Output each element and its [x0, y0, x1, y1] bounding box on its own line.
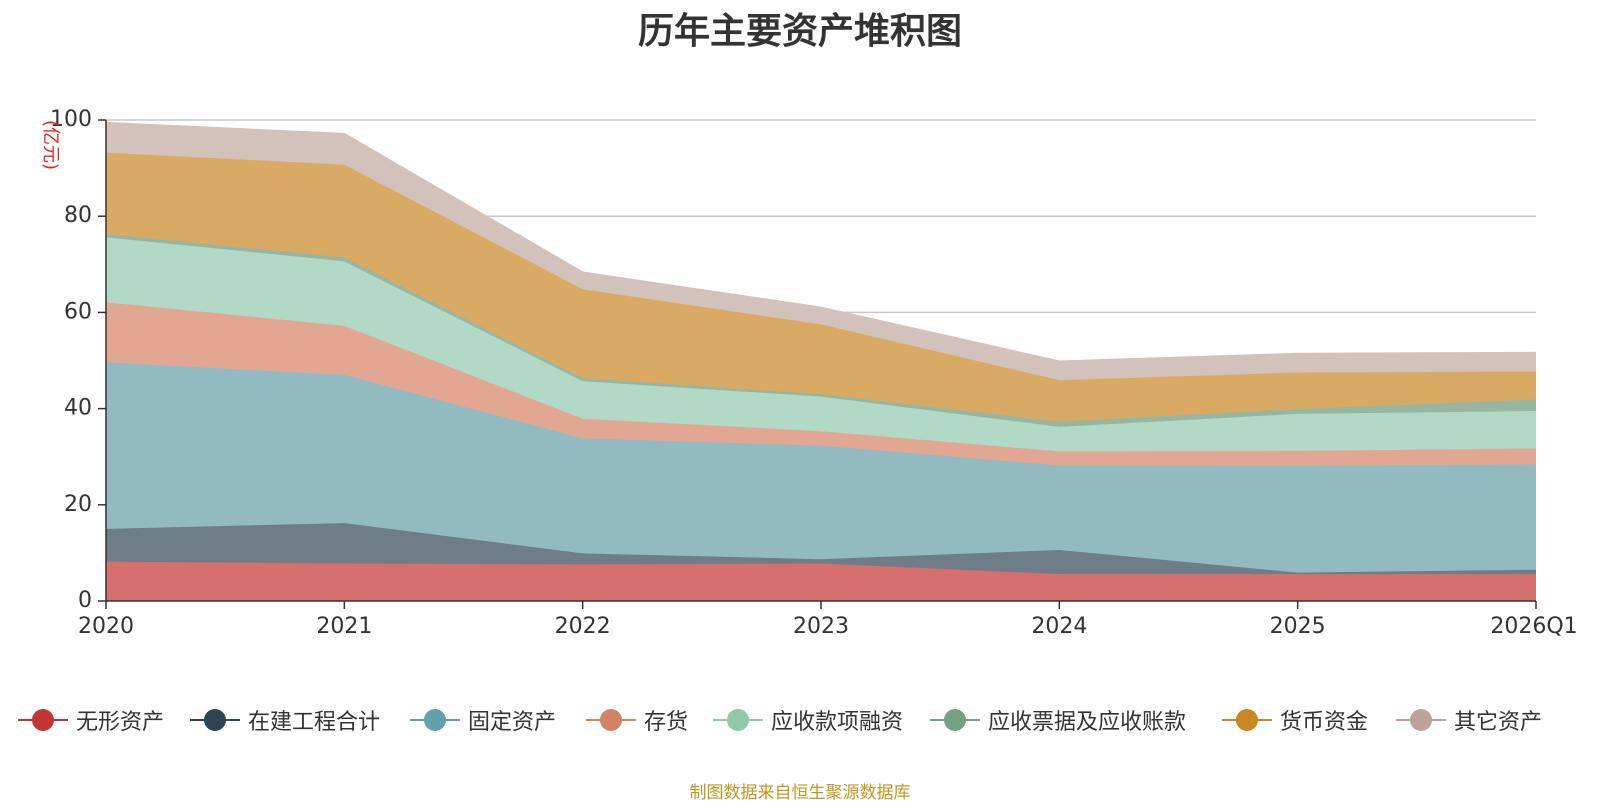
source-note: 制图数据来自恒生聚源数据库: [689, 783, 911, 803]
x-tick-label: 2022: [555, 614, 611, 639]
x-tick-label: 2024: [1031, 614, 1087, 639]
legend-item-5[interactable]: 应收款项融资: [713, 700, 903, 740]
legend-label: 其它资产: [1454, 710, 1543, 735]
area-series-1: [106, 561, 1536, 601]
area-series-4: [106, 302, 1536, 466]
y-axis-unit-label: (亿元): [40, 120, 61, 170]
area-series-3: [106, 362, 1536, 573]
area-series-5: [106, 237, 1536, 452]
legend-marker-icon: [930, 700, 980, 740]
x-tick-label: 2021: [316, 614, 372, 639]
legend-label: 应收票据及应收账款: [988, 710, 1187, 735]
y-tick-labels: 0 20 40 60 80 100: [50, 107, 106, 613]
x-tick-label: 2025: [1270, 614, 1326, 639]
legend-marker-icon: [1396, 700, 1446, 740]
y-tick-label: 60: [64, 299, 92, 324]
legend-marker-icon: [1222, 700, 1272, 740]
legend-marker-icon: [586, 700, 636, 740]
y-tick-label: 0: [78, 588, 92, 613]
y-tick-label: 40: [64, 396, 92, 421]
area-series-7: [106, 152, 1536, 422]
legend-marker-icon: [190, 700, 240, 740]
y-tick-label: 100: [50, 107, 92, 132]
chart-title: 历年主要资产堆积图: [637, 11, 962, 52]
legend-item-4[interactable]: 存货: [586, 700, 688, 740]
area-series-6: [106, 234, 1536, 427]
legend-item-6[interactable]: 应收票据及应收账款: [930, 700, 1186, 740]
y-tick-label: 20: [64, 492, 92, 517]
legend-label: 存货: [644, 710, 689, 735]
legend-label: 无形资产: [76, 710, 165, 735]
legend-marker-icon: [410, 700, 460, 740]
legend-item-3[interactable]: 固定资产: [410, 700, 556, 740]
y-tick-label: 80: [64, 203, 92, 228]
legend: 无形资产 在建工程合计 固定资产 存货 应收款项融资 应收票据及应收账款 货币资金 其它资产: [0, 700, 1600, 740]
legend-label: 应收款项融资: [771, 710, 904, 735]
legend-marker-icon: [713, 700, 763, 740]
x-tick-label: 2020: [78, 614, 134, 639]
legend-label: 货币资金: [1280, 710, 1369, 735]
x-tick-labels: 2020 2021 2022 2023 2024 2025 2026Q1: [78, 601, 1578, 639]
legend-item-2[interactable]: 在建工程合计: [190, 700, 380, 740]
area-series-line-8: [105, 121, 1537, 363]
legend-label: 在建工程合计: [248, 710, 381, 735]
legend-item-7[interactable]: 货币资金: [1222, 700, 1368, 740]
x-tick-label: 2023: [793, 614, 849, 639]
area-series-8: [106, 122, 1536, 381]
legend-marker-icon: [18, 700, 68, 740]
x-tick-label: 2026Q1: [1490, 614, 1577, 639]
legend-item-1[interactable]: 无形资产: [18, 700, 164, 740]
legend-label: 固定资产: [468, 710, 557, 735]
stacked-areas: [105, 121, 1537, 601]
legend-item-8[interactable]: 其它资产: [1396, 700, 1542, 740]
